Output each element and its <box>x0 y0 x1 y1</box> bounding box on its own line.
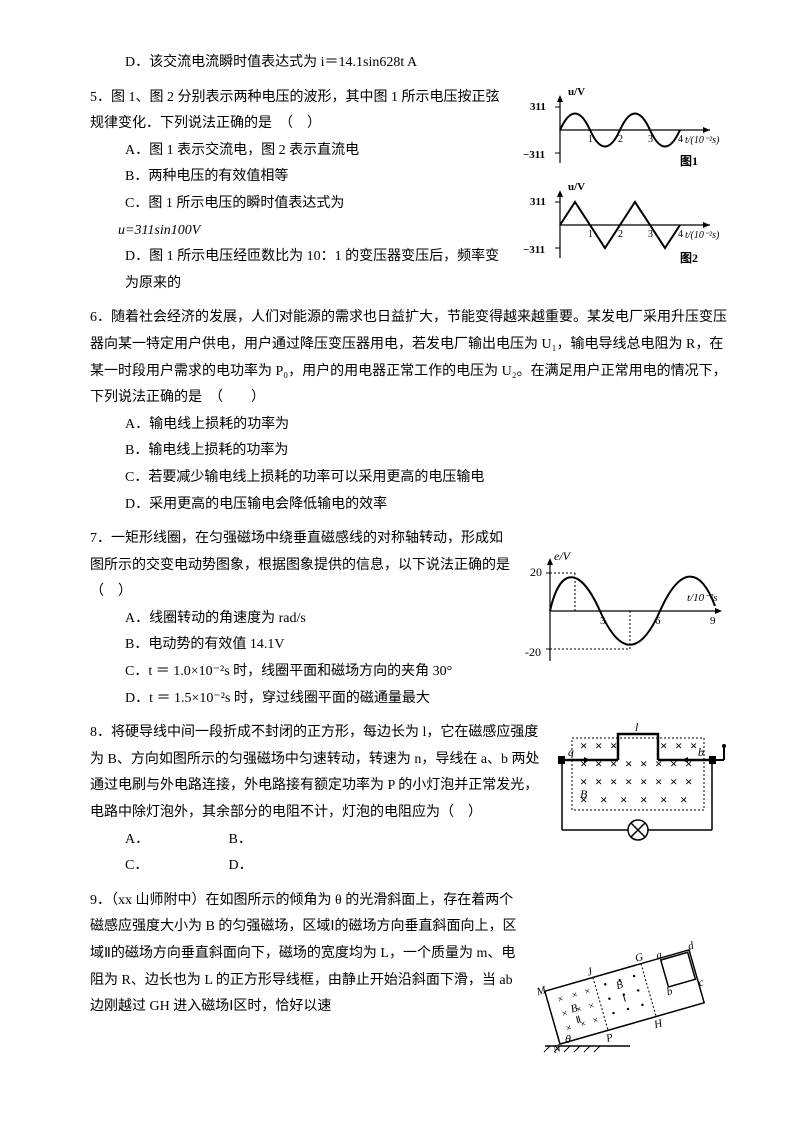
svg-text:×: × <box>640 756 647 771</box>
q8-stem: 将硬导线中间一段折成不封闭的正方形，每边长为 l，它在磁感应强度为 B、方向如图… <box>90 725 540 820</box>
svg-text:×: × <box>685 774 692 789</box>
svg-text:311: 311 <box>530 101 546 113</box>
svg-text:×: × <box>640 774 647 789</box>
q6-opt-a: A．输电线上损耗的功率为 <box>125 412 730 439</box>
svg-text:×: × <box>655 774 662 789</box>
q5-num: 5． <box>90 90 111 105</box>
svg-text:G: G <box>634 951 645 965</box>
svg-text:a: a <box>568 745 574 759</box>
svg-text:×: × <box>595 738 602 753</box>
q8-opt-c: C． <box>125 853 225 880</box>
q4-tail: D．该交流电流瞬时值表达式为 i＝14.1sin628t A <box>90 50 730 77</box>
q8-opt-b: B． <box>229 827 252 854</box>
svg-text:×: × <box>595 756 602 771</box>
svg-text:c: c <box>697 976 705 989</box>
svg-text:θ: θ <box>565 1032 571 1046</box>
q5-figure: u/V 311 −311 1 2 3 4 t/(10⁻²s) 图1 u/V <box>520 85 730 275</box>
q6-opt-d: D．采用更高的电压输电会降低输电的效率 <box>125 492 730 519</box>
svg-text:×: × <box>670 774 677 789</box>
svg-text:图2: 图2 <box>680 251 698 265</box>
svg-text:2: 2 <box>618 229 623 240</box>
svg-text:H: H <box>652 1017 665 1031</box>
svg-text:×: × <box>571 989 579 1001</box>
svg-text:×: × <box>690 738 697 753</box>
q6-stem: 随着社会经济的发展，人们对能源的需求也日益扩大，节能变得越来越重要。某发电厂采用… <box>90 310 727 405</box>
svg-text:×: × <box>620 792 627 807</box>
svg-text:-20: -20 <box>525 645 541 659</box>
svg-text:×: × <box>675 738 682 753</box>
q6: 6．随着社会经济的发展，人们对能源的需求也日益扩大，节能变得越来越重要。某发电厂… <box>90 305 730 518</box>
svg-text:3: 3 <box>648 229 653 240</box>
q9-stem: （xx 山师附中）在如图所示的倾角为 θ 的光滑斜面上，存在着两个磁感应强度大小… <box>90 893 516 1014</box>
svg-text:×: × <box>556 993 564 1005</box>
q8-num: 8． <box>90 725 111 740</box>
svg-text:b: b <box>665 985 674 998</box>
svg-text:6: 6 <box>655 615 661 627</box>
q4-opt-d: D．该交流电流瞬时值表达式为 i＝14.1sin628t A <box>125 50 730 77</box>
q8: ××× ××× ××× ××× ×× ××× ××× ×× ××× ××× <box>90 720 730 880</box>
svg-text:×: × <box>595 774 602 789</box>
svg-text:e/V: e/V <box>554 549 572 563</box>
svg-text:P: P <box>604 1031 615 1045</box>
svg-text:B: B <box>580 787 588 801</box>
svg-text:1: 1 <box>588 229 593 240</box>
svg-text:×: × <box>625 756 632 771</box>
svg-text:×: × <box>660 792 667 807</box>
q6-num: 6． <box>90 310 111 325</box>
svg-text:×: × <box>680 792 687 807</box>
q9: ××× ××× ××× M N J P G H a <box>90 888 730 1058</box>
q8-opt-a: A． <box>125 827 225 854</box>
q7-stem: 一矩形线圈，在匀强磁场中绕垂直磁感线的对称轴转动，形成如图所示的交变电动势图象，… <box>90 531 524 599</box>
svg-text:2: 2 <box>618 134 623 145</box>
svg-text:−311: −311 <box>523 149 545 161</box>
svg-text:×: × <box>660 738 667 753</box>
svg-text:×: × <box>580 738 587 753</box>
svg-text:311: 311 <box>530 196 546 208</box>
q8-figure: ××× ××× ××× ××× ×× ××× ××× ×× ××× ××× <box>550 720 730 850</box>
svg-text:×: × <box>587 1000 595 1012</box>
q8-opt-d: D． <box>229 853 253 880</box>
svg-text:J: J <box>586 965 595 978</box>
svg-text:×: × <box>583 986 591 998</box>
svg-text:b: b <box>698 745 704 759</box>
svg-text:×: × <box>600 792 607 807</box>
svg-text:×: × <box>640 792 647 807</box>
q9-figure: ××× ××× ××× M N J P G H a <box>530 938 730 1058</box>
q7-opt-d: D．t ＝ 1.5×10⁻²s 时，穿过线圈平面的磁通量最大 <box>125 686 730 713</box>
svg-text:−311: −311 <box>523 244 545 256</box>
svg-text:1: 1 <box>588 134 593 145</box>
svg-text:t/(10⁻²s): t/(10⁻²s) <box>685 230 720 241</box>
svg-text:×: × <box>670 756 677 771</box>
svg-text:t/(10⁻²s): t/(10⁻²s) <box>685 135 720 146</box>
svg-text:Ⅰ: Ⅰ <box>622 993 628 1004</box>
svg-text:×: × <box>610 774 617 789</box>
svg-text:t/10⁻²s: t/10⁻²s <box>687 592 718 604</box>
q7: e/V 20 -20 3 6 9 t/10⁻²s 7．一矩形线圈，在匀强磁场中绕… <box>90 526 730 712</box>
svg-text:4: 4 <box>678 229 683 240</box>
svg-text:3: 3 <box>600 615 606 627</box>
svg-text:4: 4 <box>678 134 683 145</box>
svg-text:u/V: u/V <box>568 181 585 193</box>
q7-figure: e/V 20 -20 3 6 9 t/10⁻²s <box>520 546 730 676</box>
svg-text:20: 20 <box>530 565 542 579</box>
svg-text:3: 3 <box>648 134 653 145</box>
q5: u/V 311 −311 1 2 3 4 t/(10⁻²s) 图1 u/V <box>90 85 730 298</box>
q9-num: 9． <box>90 893 111 908</box>
svg-text:×: × <box>625 774 632 789</box>
q6-opt-c: C．若要减少输电线上损耗的功率可以采用更高的电压输电 <box>125 465 730 492</box>
svg-text:图1: 图1 <box>680 154 698 168</box>
q6-opt-b: B．输电线上损耗的功率为 <box>125 438 730 465</box>
q7-num: 7． <box>90 531 111 546</box>
q5-opt-c2: u=311sin100V <box>118 223 200 238</box>
svg-text:B: B <box>615 978 625 991</box>
q5-stem: 图 1、图 2 分别表示两种电压的波形，其中图 1 所示电压按正弦规律变化．下列… <box>90 90 500 132</box>
svg-text:u/V: u/V <box>568 86 585 98</box>
svg-text:×: × <box>610 738 617 753</box>
svg-text:×: × <box>561 1008 569 1020</box>
svg-text:×: × <box>610 756 617 771</box>
svg-text:×: × <box>592 1015 600 1027</box>
svg-text:l: l <box>635 720 639 734</box>
svg-text:9: 9 <box>710 615 716 627</box>
